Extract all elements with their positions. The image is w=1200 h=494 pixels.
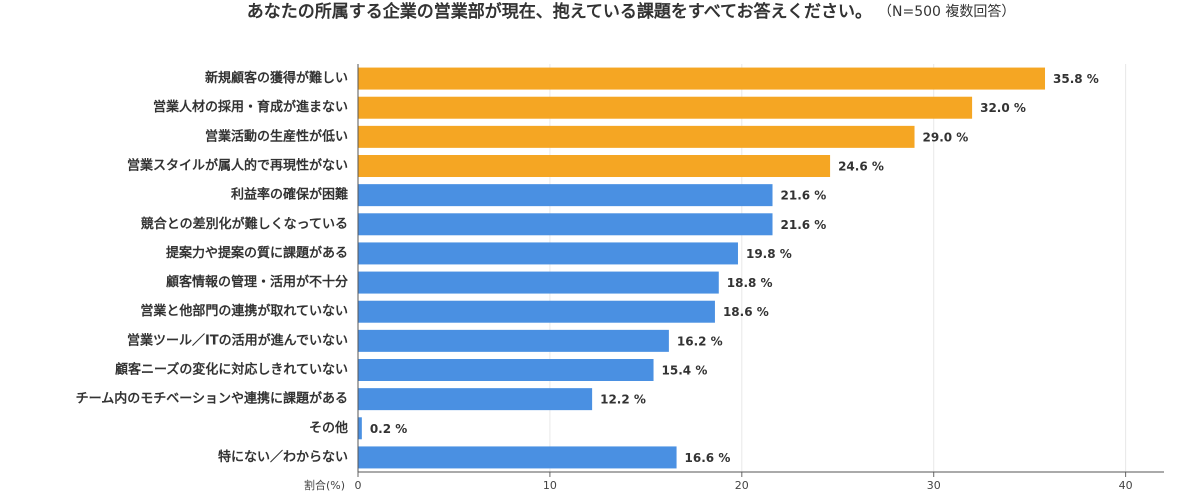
- bar: [358, 271, 719, 294]
- value-label: 12.2 %: [600, 393, 646, 407]
- value-label: 21.6 %: [781, 218, 827, 232]
- y-tick-label: 営業人材の採用・育成が進まない: [153, 99, 348, 115]
- bar: [358, 329, 669, 352]
- value-label: 19.8 %: [746, 247, 792, 261]
- chart-title: あなたの所属する企業の営業部が現在、抱えている課題をすべてお答えください。: [247, 1, 872, 22]
- value-label: 15.4 %: [662, 364, 708, 378]
- bar: [358, 155, 831, 177]
- value-label: 29.0 %: [923, 130, 969, 144]
- x-tick-label: 30: [927, 479, 941, 492]
- y-tick-label: 顧客情報の管理・活用が不十分: [166, 274, 348, 290]
- y-tick-label: 顧客ニーズの変化に対応しきれていない: [115, 362, 348, 378]
- value-label: 21.6 %: [781, 189, 827, 203]
- y-tick-label: 利益率の確保が困難: [231, 187, 348, 203]
- value-label: 18.8 %: [727, 276, 773, 290]
- bar: [358, 359, 654, 381]
- bar: [358, 388, 593, 411]
- bar: [358, 184, 773, 207]
- x-tick-label: 0: [355, 479, 362, 492]
- value-label: 32.0 %: [980, 101, 1026, 115]
- bar: [358, 446, 677, 469]
- bar: [358, 242, 738, 265]
- y-tick-label: チーム内のモチベーションや連携に課題がある: [76, 391, 348, 407]
- bar: [358, 67, 1046, 90]
- x-tick-label: 40: [1119, 479, 1133, 492]
- y-tick-label: 新規顧客の獲得が難しい: [205, 70, 348, 86]
- bar: [358, 125, 915, 148]
- y-tick-label: 営業と他部門の連携が取れていない: [140, 303, 348, 319]
- value-label: 35.8 %: [1053, 72, 1099, 86]
- y-tick-label: 営業活動の生産性が低い: [205, 128, 348, 144]
- x-tick-label: 20: [735, 479, 749, 492]
- value-label: 16.6 %: [685, 451, 731, 465]
- value-label: 18.6 %: [723, 305, 769, 319]
- y-tick-label: 提案力や提案の質に課題がある: [166, 245, 348, 261]
- y-tick-label: 特にない／わからない: [218, 449, 348, 465]
- bar: [358, 96, 973, 119]
- bar: [358, 417, 362, 440]
- y-tick-label: 営業ツール／ITの活用が進んでいない: [127, 332, 348, 348]
- y-tick-label: その他: [309, 420, 348, 436]
- x-axis-label: 割合(%): [304, 478, 345, 492]
- chart-subtitle: （N=500 複数回答）: [878, 3, 1015, 20]
- value-label: 24.6 %: [838, 160, 884, 174]
- y-tick-label: 競合との差別化が難しくなっている: [141, 216, 348, 232]
- bar: [358, 213, 773, 236]
- bar: [358, 300, 715, 323]
- y-tick-label: 営業スタイルが属人的で再現性がない: [127, 158, 348, 174]
- value-label: 0.2 %: [370, 422, 407, 436]
- x-tick-label: 10: [543, 479, 557, 492]
- value-label: 16.2 %: [677, 334, 723, 348]
